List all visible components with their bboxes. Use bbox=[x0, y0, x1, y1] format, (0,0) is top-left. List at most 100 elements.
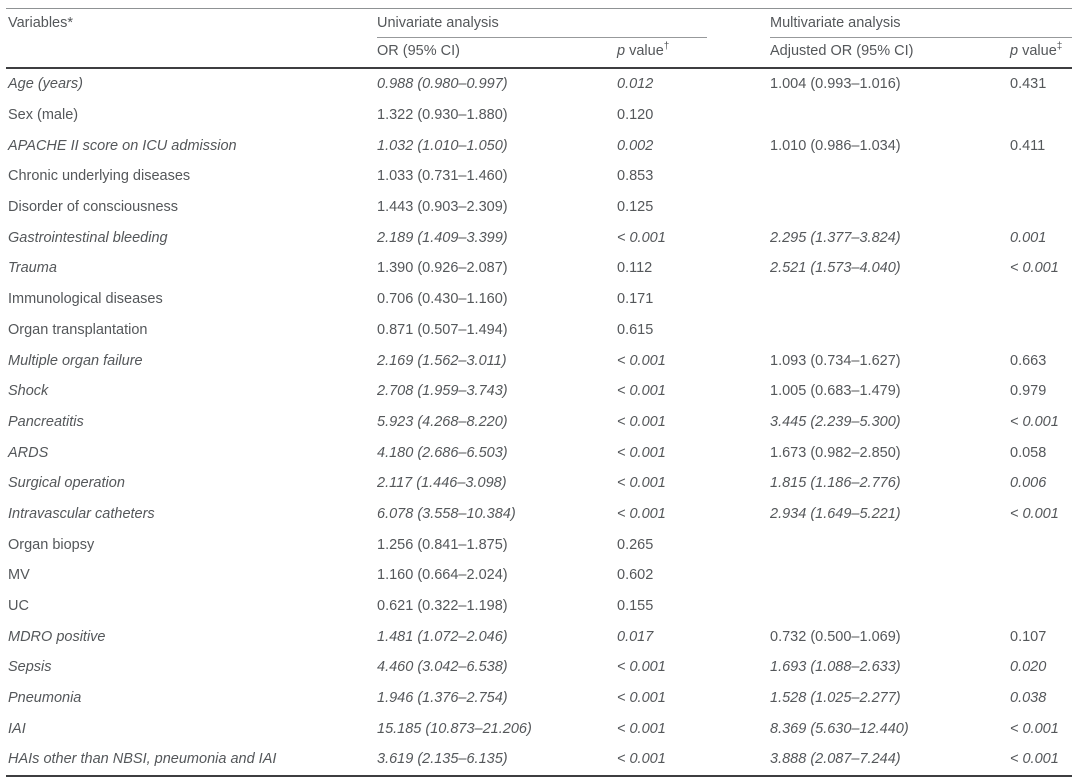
variable-cell: Organ biopsy bbox=[8, 536, 95, 553]
univariate-or-cell: 15.185 (10.873–21.206) bbox=[377, 720, 532, 737]
univariate-p-cell: 0.017 bbox=[617, 628, 654, 645]
univariate-p-cell: < 0.001 bbox=[617, 475, 666, 492]
univariate-p-cell: 0.125 bbox=[617, 199, 654, 216]
adjusted-or-cell: 1.815 (1.186–2.776) bbox=[770, 475, 901, 492]
univariate-or-cell: 3.619 (2.135–6.135) bbox=[377, 751, 508, 768]
variable-cell: Pneumonia bbox=[8, 690, 82, 707]
table-row: MDRO positive 1.481 (1.072–2.046) 0.017 0.7… bbox=[6, 621, 1072, 652]
univariate-or-cell: 1.160 (0.664–2.024) bbox=[377, 567, 508, 584]
adjusted-or-cell bbox=[770, 100, 1010, 131]
variable-cell: Organ transplantation bbox=[8, 321, 148, 338]
adjusted-or-cell bbox=[770, 192, 1010, 223]
adjusted-or-cell: 1.528 (1.025–2.277) bbox=[770, 690, 901, 707]
variable-cell: Chronic underlying diseases bbox=[8, 168, 191, 185]
adjusted-or-cell bbox=[770, 591, 1010, 622]
univariate-p-column-header: p value† bbox=[617, 38, 770, 68]
univariate-p-cell: 0.155 bbox=[617, 598, 654, 615]
adjusted-or-cell: 1.004 (0.993–1.016) bbox=[770, 76, 901, 93]
multivariate-p-cell: 0.411 bbox=[1010, 137, 1046, 154]
table-row: Trauma 1.390 (0.926–2.087) 0.112 2.521 (1.5… bbox=[6, 253, 1072, 284]
univariate-p-cell: < 0.001 bbox=[617, 690, 666, 707]
table-row: Multiple organ failure 2.169 (1.562–3.011… bbox=[6, 345, 1072, 376]
adjusted-or-cell bbox=[770, 315, 1010, 346]
univariate-p-cell: < 0.001 bbox=[617, 413, 666, 430]
univariate-p-cell: < 0.001 bbox=[617, 383, 666, 400]
univariate-or-cell: 6.078 (3.558–10.384) bbox=[377, 505, 516, 522]
univariate-or-cell: 0.871 (0.507–1.494) bbox=[377, 321, 508, 338]
table-row: Disorder of consciousness 1.443 (0.903–2.… bbox=[6, 192, 1072, 223]
variable-cell: ARDS bbox=[8, 444, 49, 461]
table-row: Organ biopsy 1.256 (0.841–1.875) 0.265 bbox=[6, 529, 1072, 560]
regression-analysis-table: Variables* Univariate analysis Multivari… bbox=[6, 8, 1072, 777]
table-body: Age (years) 0.988 (0.980–0.997) 0.012 1.004… bbox=[6, 68, 1072, 776]
univariate-p-cell: 0.012 bbox=[617, 76, 654, 93]
table-row: Age (years) 0.988 (0.980–0.997) 0.012 1.004… bbox=[6, 68, 1072, 100]
multivariate-p-cell bbox=[1010, 284, 1072, 315]
variable-cell: Sex (male) bbox=[8, 107, 79, 124]
adjusted-or-cell: 2.521 (1.573–4.040) bbox=[770, 260, 901, 277]
adjusted-or-cell: 0.732 (0.500–1.069) bbox=[770, 628, 901, 645]
table-row: UC 0.621 (0.322–1.198) 0.155 bbox=[6, 591, 1072, 622]
multivariate-p-cell: 0.020 bbox=[1010, 659, 1047, 676]
table-row: IAI 15.185 (10.873–21.206) < 0.001 8.369 (5… bbox=[6, 713, 1072, 744]
adjusted-or-cell: 8.369 (5.630–12.440) bbox=[770, 720, 909, 737]
variable-cell: Surgical operation bbox=[8, 475, 125, 492]
adjusted-or-cell: 3.445 (2.239–5.300) bbox=[770, 413, 901, 430]
variable-cell: Pancreatitis bbox=[8, 413, 84, 430]
adjusted-or-cell: 3.888 (2.087–7.244) bbox=[770, 751, 901, 768]
univariate-or-cell: 1.032 (1.010–1.050) bbox=[377, 137, 508, 154]
table-row: HAIs other than NBSI, pneumonia and IAI 3… bbox=[6, 744, 1072, 776]
adjusted-or-cell bbox=[770, 560, 1010, 591]
adjusted-or-cell: 2.295 (1.377–3.824) bbox=[770, 229, 901, 246]
univariate-p-cell: 0.112 bbox=[617, 260, 653, 277]
table-row: Pancreatitis 5.923 (4.268–8.220) < 0.001 3.… bbox=[6, 407, 1072, 438]
univariate-or-cell: 1.481 (1.072–2.046) bbox=[377, 628, 508, 645]
p-symbol: p bbox=[1010, 43, 1019, 59]
multivariate-p-cell: < 0.001 bbox=[1010, 260, 1059, 277]
univariate-or-cell: 5.923 (4.268–8.220) bbox=[377, 413, 508, 430]
multivariate-p-cell: < 0.001 bbox=[1010, 413, 1059, 430]
table-row: Surgical operation 2.117 (1.446–3.098) < 0… bbox=[6, 468, 1072, 499]
variable-cell: APACHE II score on ICU admission bbox=[8, 137, 237, 154]
multivariate-group-header: Multivariate analysis bbox=[770, 9, 1072, 38]
dagger-footnote-mark: † bbox=[663, 41, 670, 53]
table-row: Shock 2.708 (1.959–3.743) < 0.001 1.005 (0.… bbox=[6, 376, 1072, 407]
adjusted-or-cell: 1.093 (0.734–1.627) bbox=[770, 352, 901, 369]
multivariate-p-cell bbox=[1010, 560, 1072, 591]
multivariate-p-cell: 0.431 bbox=[1010, 76, 1047, 93]
multivariate-p-cell: 0.038 bbox=[1010, 690, 1047, 707]
univariate-or-cell: 4.180 (2.686–6.503) bbox=[377, 444, 508, 461]
multivariate-p-cell bbox=[1010, 192, 1072, 223]
univariate-or-cell: 2.189 (1.409–3.399) bbox=[377, 229, 508, 246]
or-column-header: OR (95% CI) bbox=[377, 43, 460, 59]
multivariate-p-column-header: p value‡ bbox=[1010, 38, 1072, 68]
multivariate-p-cell: < 0.001 bbox=[1010, 505, 1059, 522]
variable-cell: Trauma bbox=[8, 260, 57, 277]
table-row: Pneumonia 1.946 (1.376–2.754) < 0.001 1.528… bbox=[6, 683, 1072, 714]
adjusted-or-cell: 1.693 (1.088–2.633) bbox=[770, 659, 901, 676]
multivariate-p-cell: < 0.001 bbox=[1010, 751, 1059, 768]
variables-column-header: Variables* bbox=[8, 15, 74, 31]
adjusted-or-cell bbox=[770, 161, 1010, 192]
univariate-p-cell: 0.265 bbox=[617, 536, 654, 553]
table-row: Immunological diseases 0.706 (0.430–1.160… bbox=[6, 284, 1072, 315]
variable-cell: Sepsis bbox=[8, 659, 52, 676]
variable-cell: Gastrointestinal bleeding bbox=[8, 229, 168, 246]
p-symbol: p bbox=[617, 43, 626, 59]
multivariate-p-cell: 0.001 bbox=[1010, 229, 1047, 246]
table-row: Intravascular catheters 6.078 (3.558–10.3… bbox=[6, 499, 1072, 530]
univariate-or-cell: 1.946 (1.376–2.754) bbox=[377, 690, 508, 707]
univariate-or-cell: 2.117 (1.446–3.098) bbox=[377, 475, 507, 492]
table-row: APACHE II score on ICU admission 1.032 (1… bbox=[6, 130, 1072, 161]
variable-cell: MDRO positive bbox=[8, 628, 106, 645]
univariate-group-label: Univariate analysis bbox=[377, 15, 707, 38]
p-value-word: value bbox=[1018, 43, 1057, 59]
variable-cell: HAIs other than NBSI, pneumonia and IAI bbox=[8, 751, 277, 768]
univariate-p-cell: < 0.001 bbox=[617, 751, 666, 768]
univariate-or-cell: 0.621 (0.322–1.198) bbox=[377, 598, 508, 615]
univariate-p-cell: 0.120 bbox=[617, 107, 654, 124]
univariate-or-cell: 0.988 (0.980–0.997) bbox=[377, 76, 508, 93]
univariate-or-cell: 2.169 (1.562–3.011) bbox=[377, 352, 507, 369]
adjusted-or-cell: 1.673 (0.982–2.850) bbox=[770, 444, 901, 461]
